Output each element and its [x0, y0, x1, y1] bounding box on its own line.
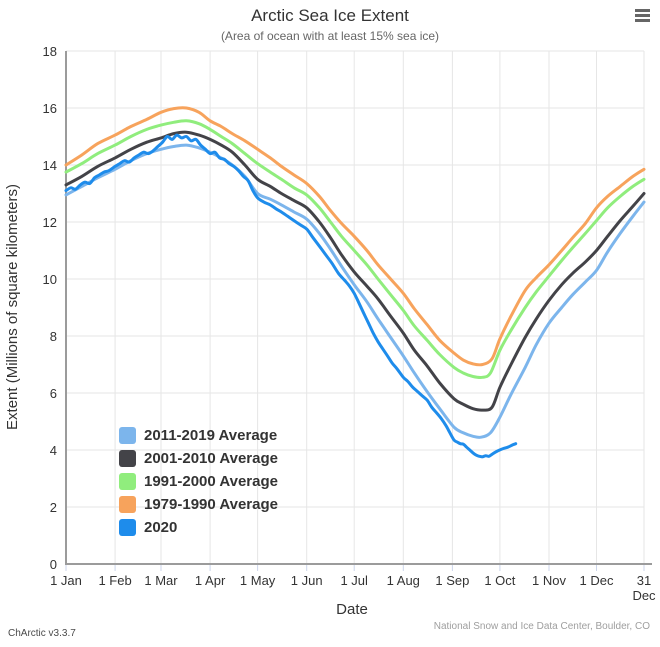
legend-label: 2011-2019 Average	[144, 427, 278, 444]
hamburger-icon	[634, 9, 650, 12]
y-tick-label: 8	[50, 329, 57, 344]
data-credit-label: National Snow and Ice Data Center, Bould…	[433, 621, 650, 632]
legend-swatch	[119, 519, 136, 536]
y-axis-title: Extent (Millions of square kilometers)	[4, 184, 21, 430]
legend-item-2020[interactable]: 2020	[119, 516, 278, 539]
x-tick-label: 1 Feb	[98, 573, 131, 588]
x-tick-label: 1 May	[240, 573, 276, 588]
legend-swatch	[119, 473, 136, 490]
legend-label: 2001-2010 Average	[144, 450, 278, 467]
series-line-2011-2019-average[interactable]	[64, 143, 646, 439]
legend-label: 2020	[144, 519, 178, 536]
y-tick-label: 14	[43, 158, 57, 173]
x-tick-label: 1 Aug	[387, 573, 420, 588]
legend-label: 1979-1990 Average	[144, 496, 278, 513]
chart-context-menu-button[interactable]	[631, 7, 653, 25]
series-line-2020[interactable]	[64, 133, 518, 459]
y-tick-label: 16	[43, 101, 57, 116]
legend-swatch	[119, 496, 136, 513]
x-tick-label: 1 Apr	[195, 573, 226, 588]
y-tick-label: 0	[50, 557, 57, 572]
legend-item-1991-2000-average[interactable]: 1991-2000 Average	[119, 470, 278, 493]
legend-label: 1991-2000 Average	[144, 473, 278, 490]
chart-legend: 2011-2019 Average 2001-2010 Average 1991-2…	[119, 424, 278, 539]
y-tick-label: 4	[50, 443, 57, 458]
series-layer[interactable]	[64, 106, 646, 459]
series-line-1979-1990-average[interactable]	[64, 106, 646, 367]
axis-layer: 0 2 4 6 8 10 12 14 16 18 1 Jan 1 Feb 1 Mar 1 Apr 1 May…	[43, 44, 657, 603]
x-tick-label: 1 Sep	[435, 573, 469, 588]
hamburger-icon	[634, 19, 650, 22]
x-tick-label: 1 Nov	[532, 573, 566, 588]
legend-swatch	[119, 427, 136, 444]
y-tick-label: 12	[43, 215, 57, 230]
y-tick-label: 2	[50, 500, 57, 515]
y-tick-label: 6	[50, 386, 57, 401]
y-tick-label: 18	[43, 44, 57, 59]
x-tick-label: 1 Dec	[580, 573, 614, 588]
sea-ice-extent-chart[interactable]: 0 2 4 6 8 10 12 14 16 18 1 Jan 1 Feb 1 Mar 1 Apr 1 May…	[0, 0, 660, 618]
series-line-1991-2000-average[interactable]	[64, 119, 646, 380]
page-title: Arctic Sea Ice Extent	[251, 6, 409, 25]
x-tick-label: 1 Jun	[291, 573, 323, 588]
app-version-label: ChArctic v3.3.7	[8, 628, 76, 639]
x-tick-label: 31	[637, 573, 651, 588]
x-axis-title: Date	[336, 601, 368, 618]
legend-item-2011-2019-average[interactable]: 2011-2019 Average	[119, 424, 278, 447]
legend-item-2001-2010-average[interactable]: 2001-2010 Average	[119, 447, 278, 470]
x-tick-label: 1 Oct	[484, 573, 515, 588]
hamburger-icon	[634, 14, 650, 17]
legend-item-1979-1990-average[interactable]: 1979-1990 Average	[119, 493, 278, 516]
page-subtitle: (Area of ocean with at least 15% sea ice…	[220, 29, 440, 43]
legend-swatch	[119, 450, 136, 467]
x-tick-label: Dec	[632, 588, 656, 603]
x-tick-label: 1 Mar	[144, 573, 178, 588]
y-tick-label: 10	[43, 272, 57, 287]
x-tick-label: 1 Jan	[50, 573, 82, 588]
series-line-2001-2010-average[interactable]	[64, 130, 646, 412]
x-tick-label: 1 Jul	[340, 573, 368, 588]
